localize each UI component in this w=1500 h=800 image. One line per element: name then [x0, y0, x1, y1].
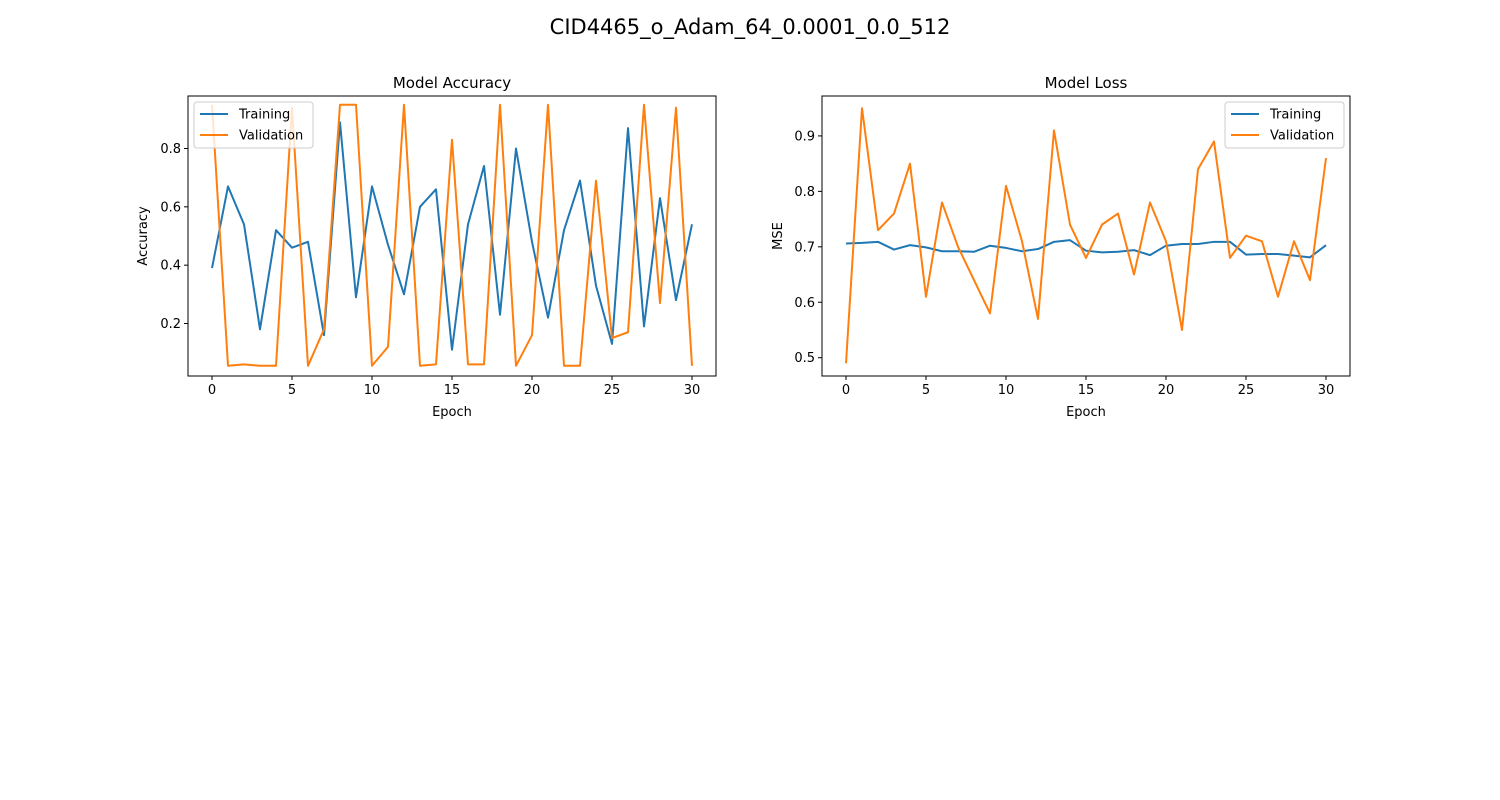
accuracy-x-tick-label: 5: [288, 383, 296, 398]
loss-y-tick-label: 0.5: [794, 351, 815, 366]
figure-suptitle: CID4465_o_Adam_64_0.0001_0.0_512: [550, 15, 951, 40]
loss-legend: Training Validation: [1224, 101, 1345, 149]
loss-training-line: [845, 239, 1327, 259]
loss-x-axis-label: Epoch: [1066, 405, 1106, 420]
loss-legend-label-training: Training: [1269, 108, 1321, 123]
accuracy-x-tick-label: 0: [208, 383, 216, 398]
accuracy-y-tick-label: 0.8: [160, 142, 181, 157]
accuracy-y-axis-label: Accuracy: [136, 206, 151, 266]
loss-x-tick-label: 10: [998, 383, 1015, 398]
loss-x-tick-label: 0: [842, 383, 850, 398]
loss-validation-line: [845, 107, 1327, 364]
loss-chart: Model Loss Epoch MSE 0 5 10 15 20 25 30 0.5 0.6 0…: [771, 74, 1351, 420]
loss-chart-title: Model Loss: [1045, 74, 1128, 92]
accuracy-legend-label-training: Training: [238, 108, 290, 123]
loss-y-tick-label: 0.8: [794, 185, 815, 200]
accuracy-x-tick-label: 10: [364, 383, 381, 398]
loss-x-tick-label: 25: [1238, 383, 1255, 398]
loss-x-tick-label: 5: [922, 383, 930, 398]
accuracy-y-tick-label: 0.6: [160, 200, 181, 215]
loss-x-tick-label: 20: [1158, 383, 1175, 398]
accuracy-x-tick-label: 25: [604, 383, 621, 398]
loss-x-tick-label: 30: [1318, 383, 1335, 398]
loss-y-tick-label: 0.9: [794, 129, 815, 144]
loss-legend-label-validation: Validation: [1270, 129, 1334, 144]
loss-y-tick-label: 0.7: [794, 240, 815, 255]
accuracy-y-tick-label: 0.4: [160, 259, 181, 274]
accuracy-chart-title: Model Accuracy: [393, 74, 511, 92]
accuracy-y-tick-label: 0.2: [160, 317, 181, 332]
loss-y-axis-label: MSE: [771, 222, 786, 250]
accuracy-training-line: [211, 121, 693, 351]
accuracy-legend-label-validation: Validation: [239, 129, 303, 144]
accuracy-x-tick-label: 15: [444, 383, 461, 398]
loss-y-tick-label: 0.6: [794, 296, 815, 311]
accuracy-x-tick-label: 20: [524, 383, 541, 398]
accuracy-x-axis-label: Epoch: [432, 405, 472, 420]
accuracy-chart: Model Accuracy Epoch Accuracy 0 5 10 15 20 25…: [136, 74, 717, 420]
accuracy-legend: Training Validation: [193, 101, 314, 149]
loss-x-tick-label: 15: [1078, 383, 1095, 398]
accuracy-x-tick-label: 30: [684, 383, 701, 398]
